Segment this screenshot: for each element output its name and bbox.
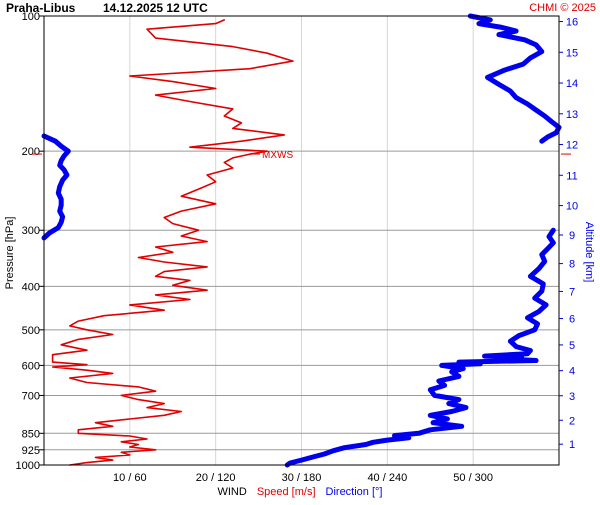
x-axis-title: WIND Speed [m/s] Direction [°] xyxy=(217,486,382,498)
altitude-tick-label: 9 xyxy=(569,230,575,242)
x-axis-speed-label: Speed [m/s] xyxy=(257,486,316,498)
altitude-tick-label: 16 xyxy=(566,17,578,29)
x-tick-label: 40 / 240 xyxy=(367,472,407,484)
y-tick-label: 300 xyxy=(22,225,40,237)
y2-axis-label: Altitude [km] xyxy=(583,222,595,283)
altitude-tick-label: 14 xyxy=(566,78,578,90)
series-layer xyxy=(41,13,562,468)
y-tick-label: 100 xyxy=(22,11,40,23)
x-tick-label: 20 / 120 xyxy=(196,472,236,484)
y-tick-label: 200 xyxy=(22,146,40,158)
x-tick-label: 50 / 300 xyxy=(453,472,493,484)
altitude-tick-label: 13 xyxy=(566,109,578,121)
x-tick-label: 30 / 180 xyxy=(282,472,322,484)
y-tick-label: 400 xyxy=(22,281,40,293)
altitude-tick-label: 2 xyxy=(569,415,575,427)
altitude-tick-label: 12 xyxy=(566,140,578,152)
direction-series-line xyxy=(467,13,562,144)
altitude-tick-label: 3 xyxy=(569,391,575,403)
altitude-tick-label: 15 xyxy=(566,47,578,59)
direction-series-line xyxy=(41,133,71,241)
altitude-tick-label: 1 xyxy=(569,439,575,451)
y-tick-label: 850 xyxy=(22,428,40,440)
x-axis-direction-label: Direction [°] xyxy=(326,486,383,498)
altitude-tick-label: 6 xyxy=(569,314,575,326)
altitude-tick-label: 4 xyxy=(569,366,575,378)
station-name: Praha-Libus xyxy=(6,1,76,15)
sounding-datetime: 14.12.2025 12 UTC xyxy=(103,1,208,15)
altitude-tick-label: 11 xyxy=(566,170,577,182)
y-tick-label: 1000 xyxy=(16,460,40,472)
x-axis-wind: WIND xyxy=(217,486,246,498)
plot-frame xyxy=(43,15,560,466)
credit-label: CHMI © 2025 xyxy=(529,2,596,14)
altitude-tick-label: 7 xyxy=(569,286,575,298)
direction-series-line xyxy=(284,227,556,468)
altitude-tick-label: 10 xyxy=(566,201,578,213)
y-tick-label: 700 xyxy=(22,390,40,402)
altitude-tick-label: 5 xyxy=(569,340,575,352)
speed-series-line xyxy=(51,19,294,466)
altitude-tick-label: 8 xyxy=(569,259,575,271)
axis-layer: 10 / 60 20 / 120 30 / 180 40 / 240 50 / 300 1… xyxy=(16,11,579,484)
y-tick-label: 600 xyxy=(22,360,40,372)
y-tick-label: 500 xyxy=(22,325,40,337)
x-tick-label: 10 / 60 xyxy=(113,472,147,484)
y-axis-label: Pressure [hPa] xyxy=(4,217,16,290)
max-wind-annotation: MXWS xyxy=(262,150,293,161)
y-tick-label: 925 xyxy=(22,445,40,457)
